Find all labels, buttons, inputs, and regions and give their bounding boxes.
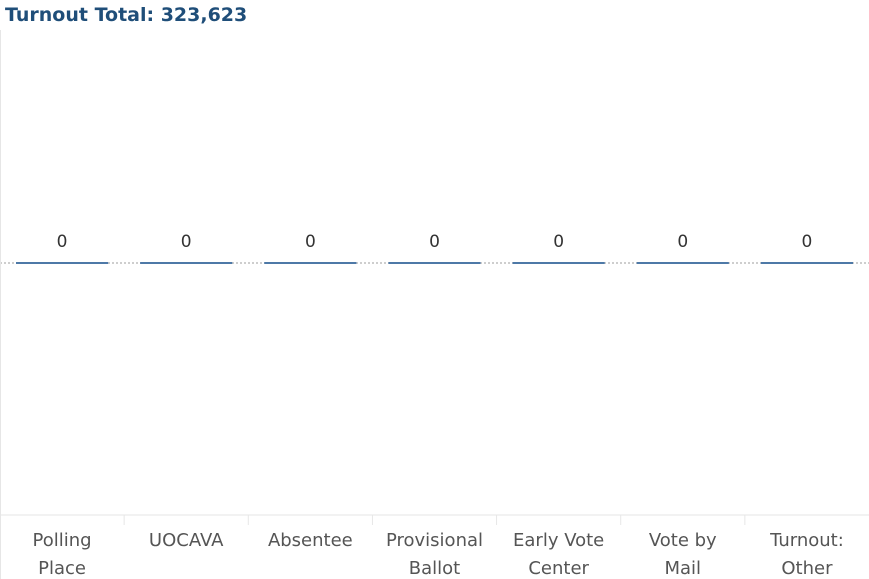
bar-vote-by-mail[interactable] (636, 262, 729, 264)
bar-value-label: 0 (553, 232, 564, 252)
chart-value-labels-layer: 0 0 0 0 0 0 0 (57, 232, 813, 252)
bar-polling-place[interactable] (16, 262, 109, 264)
category-label-line: Absentee (268, 530, 353, 551)
category-label-line: Turnout: (769, 530, 844, 551)
category-label: Vote by Mail (649, 530, 717, 579)
category-label-line: UOCAVA (149, 530, 224, 551)
category-label: Provisional Ballot (386, 530, 483, 579)
category-label-line: Vote by (649, 530, 717, 551)
category-label-line: Center (528, 558, 589, 579)
category-label: Early Vote Center (513, 530, 604, 579)
bar-absentee[interactable] (264, 262, 357, 264)
bar-value-label: 0 (677, 232, 688, 252)
category-label-line: Polling (33, 530, 92, 551)
category-label: Turnout: Other (769, 530, 844, 579)
category-label: UOCAVA (149, 530, 224, 551)
chart-grid-layer (0, 30, 869, 579)
chart-title: Turnout Total: 323,623 (5, 4, 248, 26)
bar-value-label: 0 (429, 232, 440, 252)
bar-value-label: 0 (181, 232, 192, 252)
bar-turnout-other[interactable] (760, 262, 853, 264)
category-label-line: Other (781, 558, 833, 579)
category-label-line: Early Vote (513, 530, 604, 551)
bar-value-label: 0 (305, 232, 316, 252)
bar-early-vote-center[interactable] (512, 262, 605, 264)
category-label-line: Provisional (386, 530, 483, 551)
category-label-line: Ballot (409, 558, 460, 579)
bar-value-label: 0 (57, 232, 68, 252)
category-label: Polling Place (33, 530, 92, 579)
category-label-line: Place (38, 558, 86, 579)
bar-value-label: 0 (802, 232, 813, 252)
category-label: Absentee (268, 530, 353, 551)
chart-category-axis-layer: Polling Place UOCAVA Absentee Provisional Bal… (0, 514, 869, 579)
bar-provisional-ballot[interactable] (388, 262, 481, 264)
chart-bars-layer (16, 262, 853, 264)
category-label-line: Mail (665, 558, 702, 579)
bar-uocava[interactable] (140, 262, 233, 264)
